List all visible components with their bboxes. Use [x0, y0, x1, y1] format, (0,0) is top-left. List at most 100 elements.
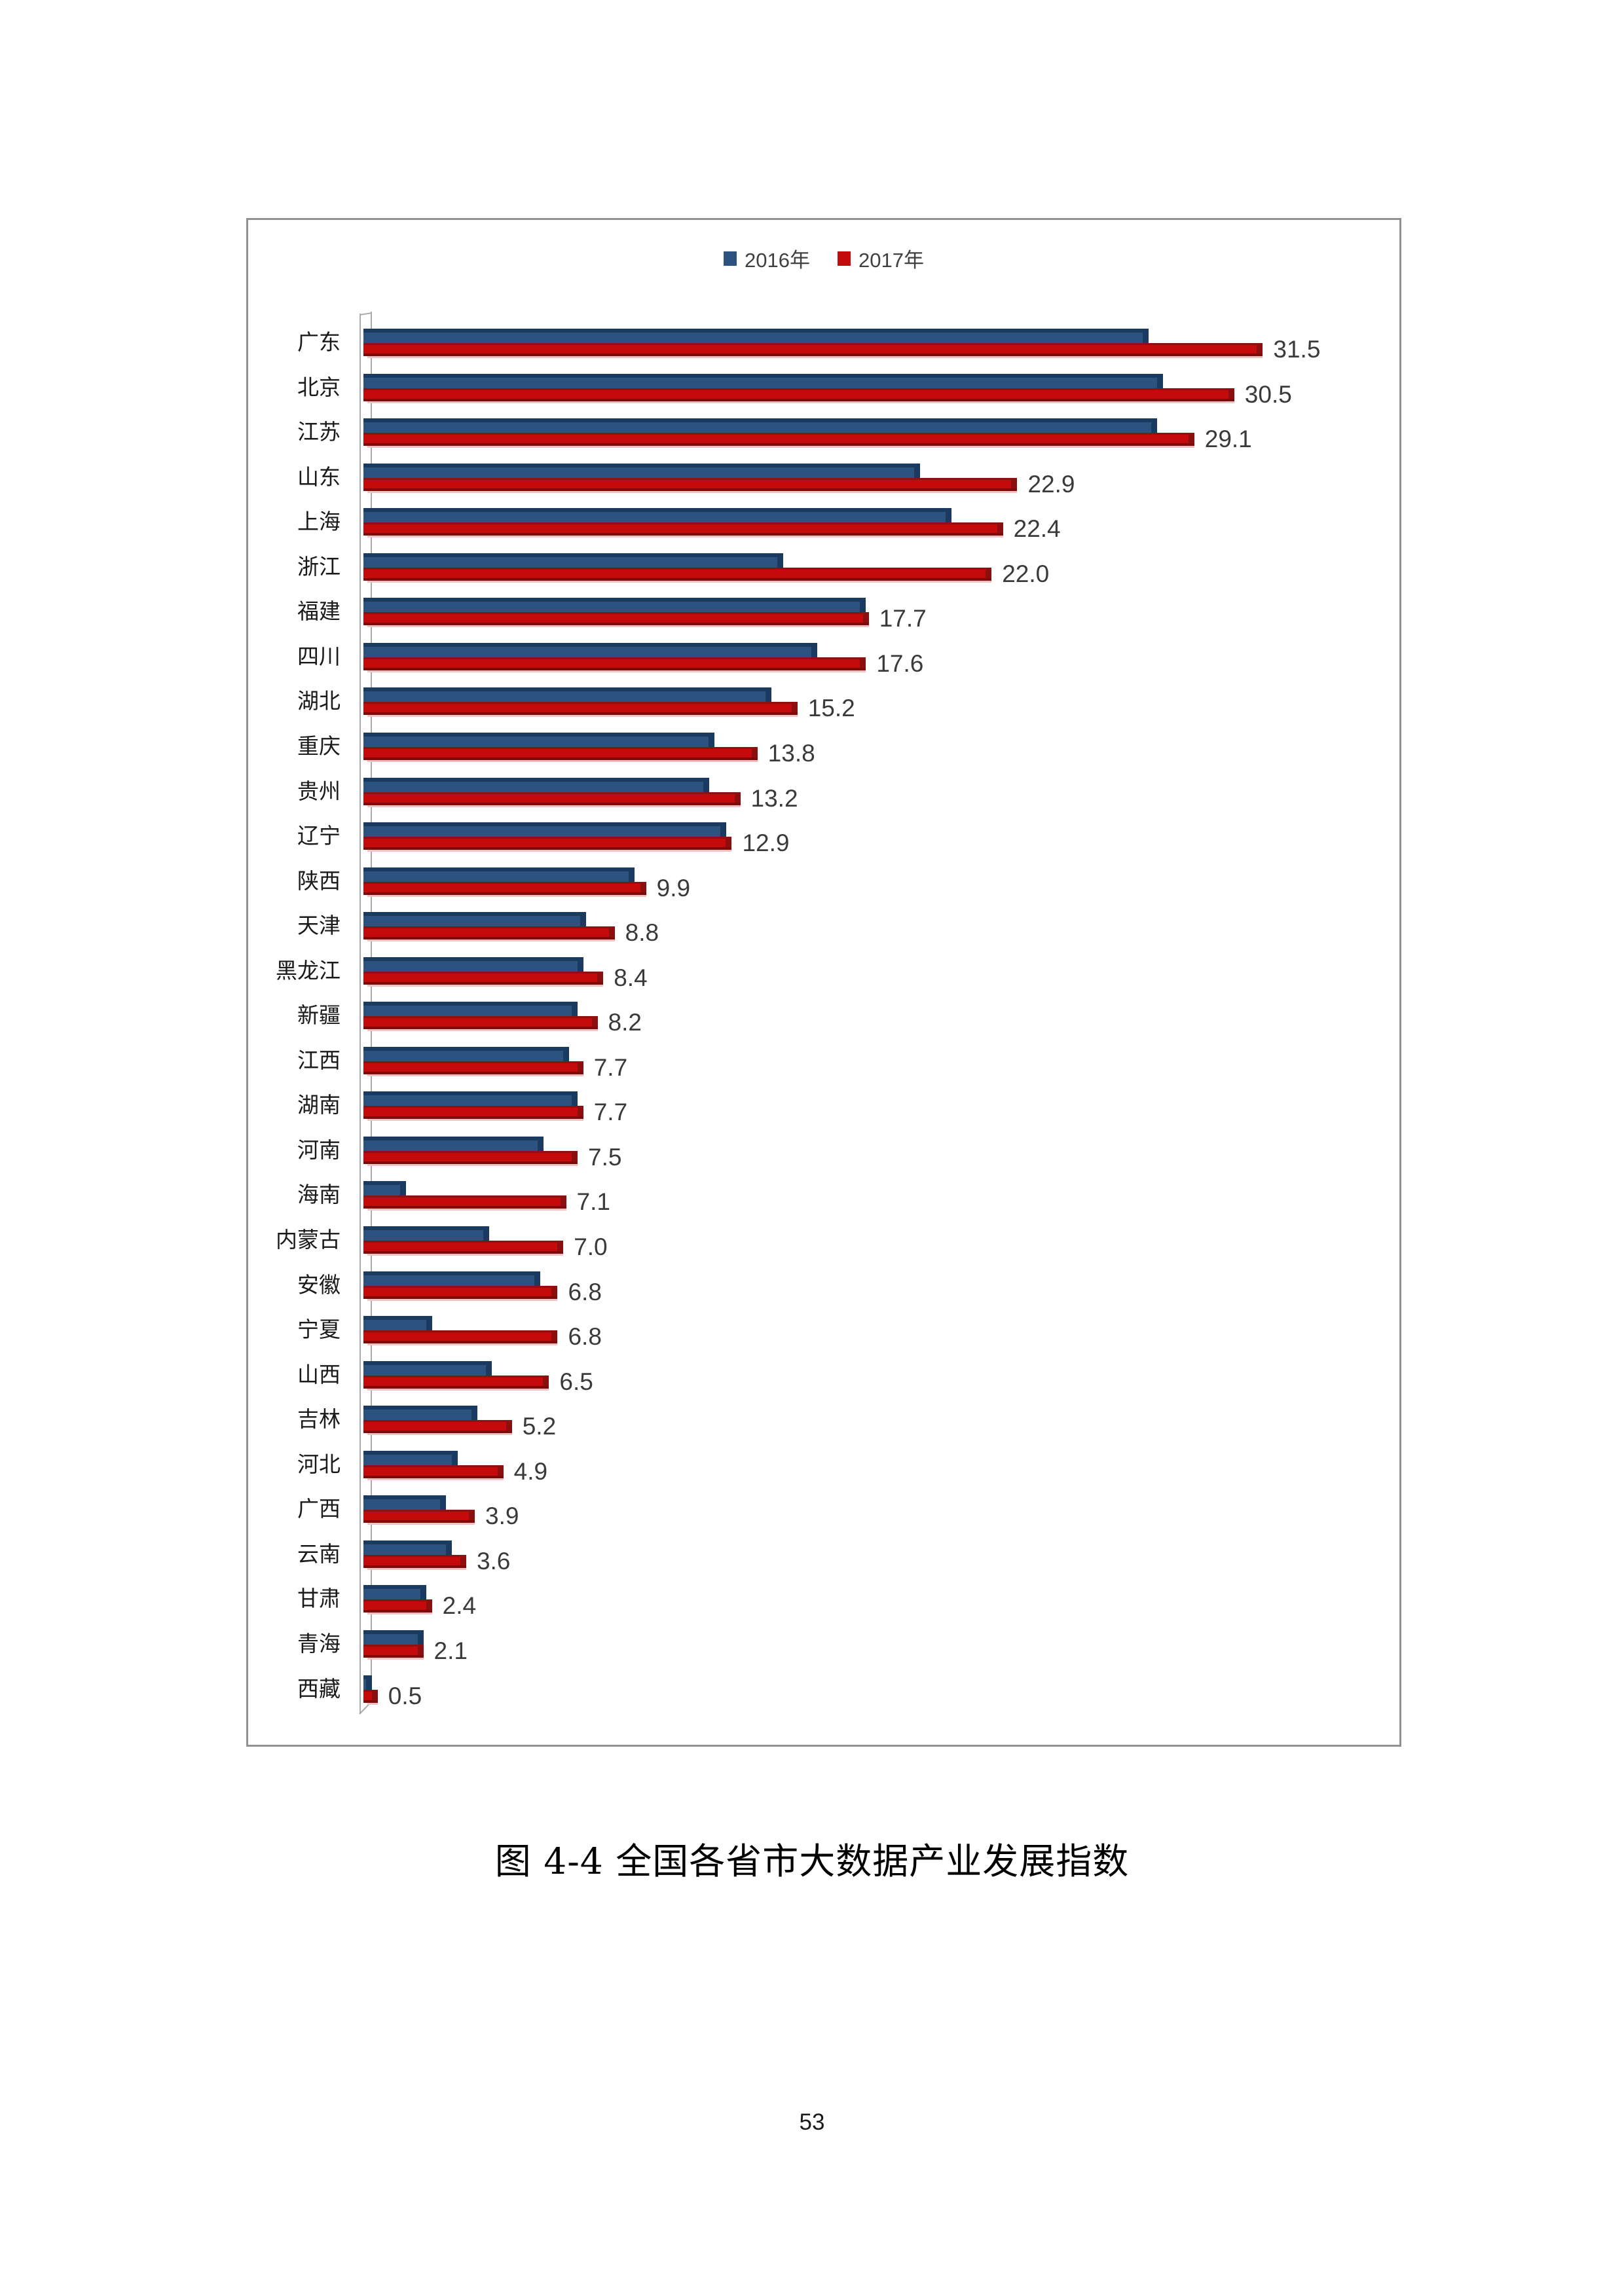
figure-caption: 图 4-4 全国各省市大数据产业发展指数	[494, 1840, 1130, 1882]
category-label: 内蒙古	[276, 1227, 341, 1252]
category-label: 黑龙江	[276, 957, 341, 983]
bar-2016	[363, 642, 818, 657]
category-label: 江西	[297, 1047, 341, 1073]
bar-2016-end-cap	[709, 736, 715, 747]
bar-2016-end-cap	[563, 1050, 569, 1061]
bar-2017-end-cap	[417, 1646, 424, 1655]
legend-label-2017: 2017年	[858, 249, 924, 272]
value-label: 7.5	[588, 1143, 622, 1171]
bar-2017	[363, 1241, 564, 1254]
bar-2016	[363, 463, 921, 478]
category-label: 福建	[297, 598, 341, 625]
value-label: 29.1	[1204, 426, 1252, 453]
bar-2017-end-cap	[591, 1018, 598, 1027]
bar-2017	[363, 1150, 578, 1164]
bar-2017-end-cap	[426, 1601, 432, 1611]
bar-2017	[363, 971, 604, 985]
value-label: 8.4	[614, 964, 648, 991]
bar-2017	[363, 1285, 558, 1299]
bar-2017	[363, 746, 758, 760]
legend-label-2016: 2016年	[745, 249, 810, 272]
bar-2017-shadow	[367, 536, 1003, 538]
value-label: 0.5	[388, 1682, 422, 1709]
bar-2017-end-cap	[1188, 435, 1194, 444]
bar-2017	[363, 1330, 558, 1344]
category-label: 广东	[297, 329, 341, 355]
bar-2017	[363, 477, 1018, 491]
bar-2017-shadow	[367, 1163, 578, 1166]
bar-2017-end-cap	[734, 793, 741, 803]
bar-2017-shadow	[367, 939, 615, 942]
bar-2016	[363, 1271, 541, 1286]
legend-swatch-2017	[838, 251, 851, 266]
bar-2016	[363, 1585, 426, 1600]
bar-2017	[363, 567, 992, 581]
category-label: 新疆	[297, 1002, 341, 1029]
bar-2016	[363, 1495, 447, 1510]
bar-2017	[363, 612, 869, 626]
category-label: 西藏	[297, 1675, 341, 1702]
category-label: 重庆	[297, 733, 341, 759]
bar-2016	[363, 1181, 407, 1196]
bar-2016-end-cap	[1151, 422, 1158, 433]
category-label: 贵州	[297, 778, 341, 804]
bar-2016	[363, 1406, 478, 1421]
bar-2016	[363, 373, 1163, 388]
bar-2017-end-cap	[862, 614, 869, 623]
value-label: 15.2	[807, 695, 855, 722]
bar-2016-end-cap	[534, 1275, 541, 1286]
bar-2017-end-cap	[577, 1108, 583, 1117]
bar-2016	[363, 1675, 373, 1690]
bar-2017-end-cap	[997, 524, 1003, 534]
page-number: 53	[799, 2109, 825, 2135]
bar-2016-end-cap	[860, 602, 866, 613]
bar-2017-shadow	[367, 625, 869, 628]
bar-2017-shadow	[367, 759, 758, 762]
bar-2016	[363, 1091, 578, 1106]
value-label: 5.2	[522, 1413, 557, 1440]
bar-2016	[363, 1630, 424, 1645]
bar-2017-end-cap	[986, 569, 992, 578]
bar-2017-shadow	[367, 1074, 583, 1076]
value-label: 6.8	[568, 1278, 602, 1305]
bar-2017	[363, 433, 1194, 446]
bar-2017-end-cap	[551, 1332, 558, 1341]
bar-2017-end-cap	[560, 1197, 566, 1207]
bar-2016-end-cap	[811, 646, 818, 657]
bar-2017-end-cap	[557, 1243, 564, 1251]
bar-2017-shadow	[367, 805, 741, 807]
bar-2016-end-cap	[486, 1364, 492, 1376]
bar-2017-end-cap	[1257, 345, 1263, 354]
bar-2017	[363, 1420, 512, 1434]
category-label: 河南	[297, 1137, 341, 1163]
bar-2017-end-cap	[497, 1467, 504, 1476]
bar-2017	[363, 1375, 549, 1389]
value-label: 22.4	[1013, 515, 1061, 543]
bar-2017	[363, 343, 1263, 356]
bar-2016-end-cap	[629, 871, 635, 882]
bar-2017	[363, 881, 646, 895]
bar-2017-end-cap	[469, 1512, 475, 1521]
value-label: 22.9	[1027, 470, 1075, 498]
bar-2016-end-cap	[420, 1589, 426, 1600]
value-label: 2.1	[434, 1637, 468, 1664]
bar-2016-end-cap	[766, 691, 772, 702]
bar-2017	[363, 1106, 583, 1120]
bar-2017	[363, 1599, 432, 1613]
bar-2017-shadow	[367, 356, 1263, 358]
value-label: 12.9	[742, 829, 790, 857]
value-label: 6.8	[568, 1323, 602, 1351]
category-label: 北京	[297, 374, 341, 400]
chart-legend: 2016年 2017年	[248, 244, 1399, 273]
bar-2016-end-cap	[417, 1633, 424, 1645]
bar-2017	[363, 837, 732, 850]
bar-2017-shadow	[367, 1388, 549, 1391]
bar-2017-shadow	[367, 490, 1018, 493]
bar-2016	[363, 598, 866, 613]
bar-2016-end-cap	[451, 1454, 458, 1465]
category-label: 四川	[297, 643, 341, 669]
bar-2016-end-cap	[572, 1095, 578, 1106]
value-label: 6.5	[559, 1368, 593, 1395]
bar-2017-shadow	[367, 715, 798, 718]
bar-2017-end-cap	[860, 659, 866, 668]
